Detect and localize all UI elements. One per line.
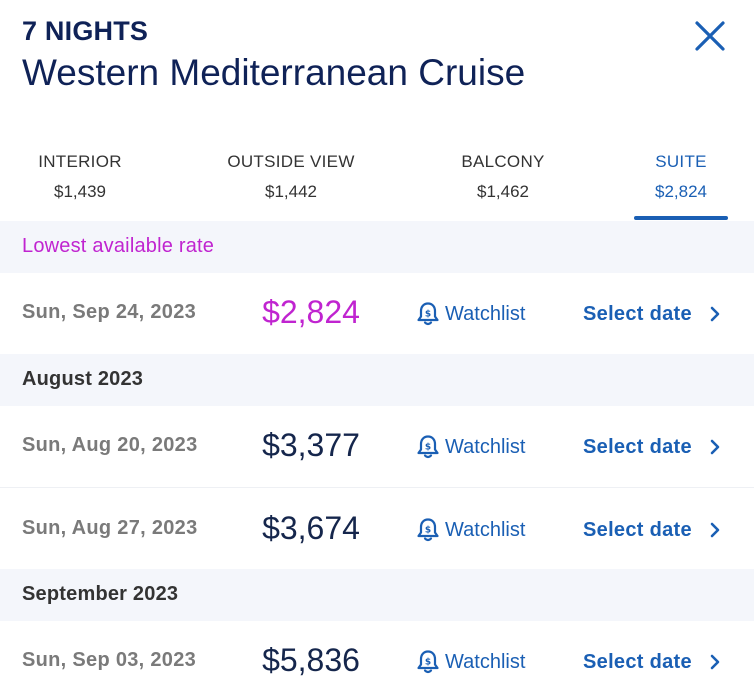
month-header: September 2023 <box>0 569 754 621</box>
select-date-button[interactable]: Select date <box>583 299 722 329</box>
date-row: Sun, Aug 20, 2023 $3,377 $ Watchlist Sel… <box>0 406 754 488</box>
select-date-label: Select date <box>583 650 692 673</box>
active-tab-indicator <box>634 216 728 220</box>
tab-label: OUTSIDE VIEW <box>227 152 355 171</box>
svg-text:$: $ <box>425 658 431 668</box>
watchlist-button[interactable]: $ Watchlist <box>414 299 525 329</box>
close-button[interactable] <box>688 14 732 58</box>
select-date-button[interactable]: Select date <box>583 647 722 677</box>
tab-label: INTERIOR <box>38 152 122 171</box>
bell-dollar-icon: $ <box>417 650 439 674</box>
svg-text:$: $ <box>425 443 431 453</box>
chevron-right-icon <box>710 439 720 455</box>
tab-price: $1,439 <box>54 182 106 201</box>
watchlist-label: Watchlist <box>445 435 526 458</box>
sailing-date: Sun, Sep 03, 2023 <box>22 649 197 671</box>
select-date-label: Select date <box>583 518 692 541</box>
select-date-button[interactable]: Select date <box>583 432 722 462</box>
month-label: September 2023 <box>22 583 179 605</box>
nights-label: 7 NIGHTS <box>22 16 149 46</box>
sailing-date: Sun, Aug 27, 2023 <box>22 517 198 539</box>
sailing-price: $2,824 <box>262 294 360 330</box>
tab-label: BALCONY <box>461 152 545 171</box>
watchlist-label: Watchlist <box>445 302 526 325</box>
select-date-button[interactable]: Select date <box>583 515 722 545</box>
sailing-price: $5,836 <box>262 642 360 678</box>
watchlist-button[interactable]: $ Watchlist <box>414 432 525 462</box>
svg-text:$: $ <box>425 310 431 320</box>
lowest-rate-label: Lowest available rate <box>22 235 215 257</box>
bell-dollar-icon: $ <box>417 435 439 459</box>
watchlist-button[interactable]: $ Watchlist <box>414 515 525 545</box>
select-date-label: Select date <box>583 435 692 458</box>
select-date-label: Select date <box>583 302 692 325</box>
chevron-right-icon <box>710 522 720 538</box>
tab-price: $1,442 <box>265 182 317 201</box>
sailing-date: Sun, Aug 20, 2023 <box>22 434 198 456</box>
watchlist-label: Watchlist <box>445 650 526 673</box>
cabin-tabs: INTERIOR $1,439 OUTSIDE VIEW $1,442 BALC… <box>0 140 754 222</box>
month-header: August 2023 <box>0 354 754 406</box>
tab-price: $2,824 <box>655 182 707 201</box>
chevron-right-icon <box>710 654 720 670</box>
sailing-price: $3,674 <box>262 510 360 546</box>
bell-dollar-icon: $ <box>417 302 439 326</box>
date-row: Sun, Aug 27, 2023 $3,674 $ Watchlist Sel… <box>0 489 754 571</box>
sailing-price: $3,377 <box>262 427 360 463</box>
chevron-right-icon <box>710 306 720 322</box>
tab-interior[interactable]: INTERIOR $1,439 <box>28 140 132 222</box>
close-icon[interactable] <box>688 14 732 58</box>
lowest-rate-header: Lowest available rate <box>0 221 754 273</box>
tab-outside-view[interactable]: OUTSIDE VIEW $1,442 <box>216 140 366 222</box>
bell-dollar-icon: $ <box>417 518 439 542</box>
cruise-title: Western Mediterranean Cruise <box>22 52 526 93</box>
month-label: August 2023 <box>22 368 144 390</box>
date-row: Sun, Sep 03, 2023 $5,836 $ Watchlist Sel… <box>0 621 754 700</box>
modal-header: 7 NIGHTS Western Mediterranean Cruise <box>0 0 754 130</box>
tab-suite[interactable]: SUITE $2,824 <box>634 140 728 222</box>
watchlist-label: Watchlist <box>445 518 526 541</box>
svg-text:$: $ <box>425 526 431 536</box>
sailing-date: Sun, Sep 24, 2023 <box>22 301 197 323</box>
tab-balcony[interactable]: BALCONY $1,462 <box>448 140 558 222</box>
tab-price: $1,462 <box>477 182 529 201</box>
date-row: Sun, Sep 24, 2023 $2,824 $ Watchlist Sel… <box>0 273 754 355</box>
tab-label: SUITE <box>655 152 707 171</box>
watchlist-button[interactable]: $ Watchlist <box>414 647 525 677</box>
